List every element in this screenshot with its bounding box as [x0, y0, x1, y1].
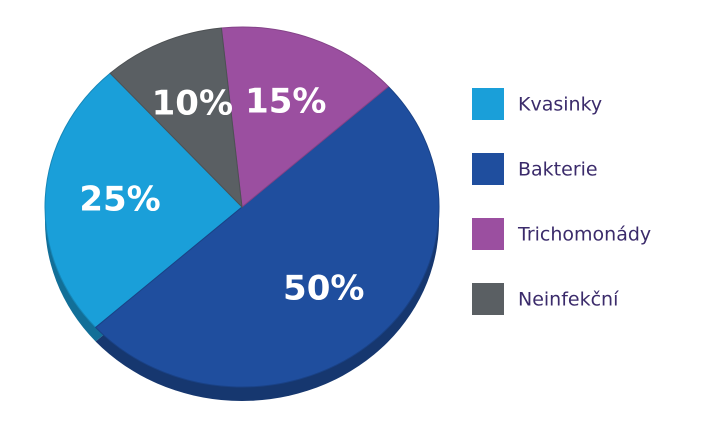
- data-label: 15%: [245, 81, 326, 121]
- data-label: 10%: [152, 84, 233, 124]
- legend-swatch: [472, 88, 504, 120]
- slice: [44, 72, 243, 329]
- slice: [109, 27, 243, 209]
- legend-label: Bakterie: [518, 159, 598, 181]
- legend-swatch: [472, 218, 504, 250]
- legend-swatch: [472, 153, 504, 185]
- legend-label: Neinfekční: [518, 289, 619, 311]
- legend-label: Kvasinky: [518, 94, 602, 116]
- data-label: 25%: [79, 180, 160, 220]
- slice: [94, 85, 440, 388]
- legend-label: Trichomonády: [517, 224, 651, 246]
- data-label: 50%: [283, 268, 364, 308]
- slice: [220, 26, 390, 208]
- legend-swatch: [472, 283, 504, 315]
